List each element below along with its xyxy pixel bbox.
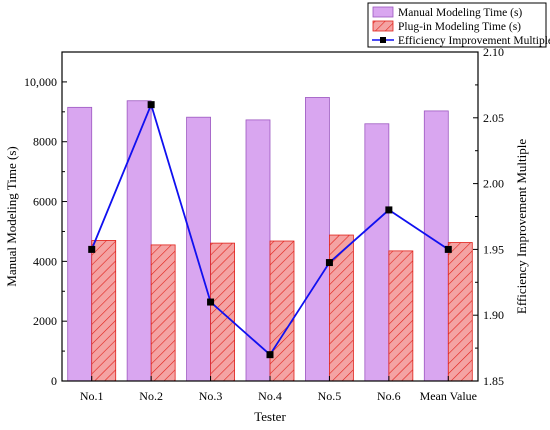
y-right-tick-label: 2.05 xyxy=(483,111,504,125)
y-left-tick-label: 6000 xyxy=(33,195,57,209)
y-right-tick-label: 1.95 xyxy=(483,242,504,256)
bar-plugin-6 xyxy=(388,250,414,382)
efficiency-marker-4 xyxy=(266,351,274,359)
bar-plugin-7 xyxy=(447,242,473,382)
legend-swatch-plugin xyxy=(372,20,394,32)
y-left-tick-label: 2000 xyxy=(33,314,57,328)
x-tick-label: No.3 xyxy=(199,389,223,403)
legend-label-plugin: Plug-in Modeling Time (s) xyxy=(398,21,521,33)
bar-manual-6 xyxy=(364,123,390,382)
x-tick-label: No.5 xyxy=(318,389,342,403)
bar-manual-2 xyxy=(126,100,152,382)
y-left-tick-label: 0 xyxy=(51,374,57,388)
legend-swatch-manual xyxy=(372,6,394,18)
y-axis-title-right: Efficiency Improvement Multiple xyxy=(514,139,529,314)
y-left-tick-label: 10,000 xyxy=(24,75,57,89)
bar-plugin-1 xyxy=(91,240,117,382)
legend-label-efficiency: Efficiency Improvement Multiple xyxy=(398,35,550,47)
y-right-tick-label: 1.90 xyxy=(483,308,504,322)
y-axis-title-left: Manual Modeling Time (s) xyxy=(4,146,19,286)
bar-manual-4 xyxy=(245,119,271,382)
bars-layer xyxy=(67,97,473,382)
x-tick-label: No.4 xyxy=(258,389,282,403)
efficiency-marker-7 xyxy=(444,245,452,253)
legend-label-manual: Manual Modeling Time (s) xyxy=(398,7,522,19)
x-tick-label: No.1 xyxy=(80,389,104,403)
bar-manual-3 xyxy=(186,116,211,382)
efficiency-marker-5 xyxy=(325,259,333,267)
x-tick-label: No.6 xyxy=(377,389,401,403)
efficiency-marker-6 xyxy=(385,206,393,214)
bar-manual-1 xyxy=(67,106,93,382)
bar-plugin-2 xyxy=(150,244,176,382)
legend: Manual Modeling Time (s) Plug-in Modelin… xyxy=(367,2,550,48)
legend-swatch-efficiency-marker xyxy=(380,37,386,43)
y-left-tick-label: 8000 xyxy=(33,135,57,149)
axes-layer: 0 2000 4000 6000 8000 10,000 1.85 1.90 1.95 2.00 2… xyxy=(24,45,504,403)
x-axis-title: Tester xyxy=(254,409,286,424)
bar-plugin-5 xyxy=(329,234,354,382)
y-right-tick-label: 2.00 xyxy=(483,177,504,191)
line-layer xyxy=(88,101,452,359)
efficiency-marker-3 xyxy=(207,298,215,306)
bar-manual-5 xyxy=(305,97,330,382)
y-right-tick-label: 2.10 xyxy=(483,45,504,59)
legend-box xyxy=(367,2,547,48)
efficiency-marker-2 xyxy=(147,101,155,109)
efficiency-marker-1 xyxy=(88,245,96,253)
bar-plugin-4 xyxy=(269,240,295,382)
y-right-tick-label: 1.85 xyxy=(483,374,504,388)
x-tick-label: Mean Value xyxy=(420,389,477,403)
y-left-tick-label: 4000 xyxy=(33,254,57,268)
x-tick-label: No.2 xyxy=(139,389,163,403)
